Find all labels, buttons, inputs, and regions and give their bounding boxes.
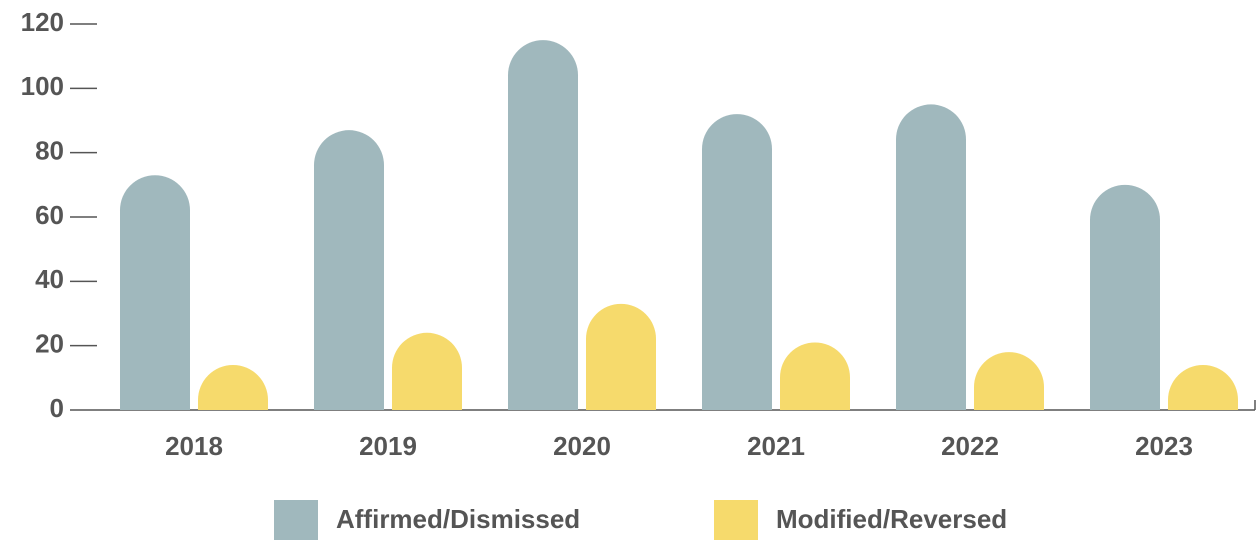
- x-tick-label: 2021: [747, 431, 805, 461]
- bar: [198, 364, 268, 410]
- y-tick-label: 80: [35, 136, 64, 166]
- legend-label: Affirmed/Dismissed: [336, 504, 580, 534]
- x-tick-label: 2019: [359, 431, 417, 461]
- legend-swatch: [714, 500, 758, 540]
- y-tick-label: 40: [35, 264, 64, 294]
- bar: [780, 342, 850, 410]
- y-tick-label: 120: [21, 7, 64, 37]
- y-tick-label: 0: [50, 393, 64, 423]
- bar: [974, 352, 1044, 410]
- y-tick-label: 100: [21, 71, 64, 101]
- bar: [1090, 184, 1160, 410]
- x-tick-label: 2020: [553, 431, 611, 461]
- x-tick-label: 2018: [165, 431, 223, 461]
- bar: [896, 104, 966, 410]
- bar: [120, 175, 190, 410]
- y-tick-label: 20: [35, 329, 64, 359]
- x-tick-label: 2023: [1135, 431, 1193, 461]
- bar: [314, 130, 384, 410]
- legend-label: Modified/Reversed: [776, 504, 1007, 534]
- legend-swatch: [274, 500, 318, 540]
- bar: [392, 332, 462, 410]
- bar: [702, 114, 772, 411]
- bar: [1168, 364, 1238, 410]
- x-tick-label: 2022: [941, 431, 999, 461]
- bar: [586, 303, 656, 410]
- y-tick-label: 60: [35, 200, 64, 230]
- bar: [508, 40, 578, 410]
